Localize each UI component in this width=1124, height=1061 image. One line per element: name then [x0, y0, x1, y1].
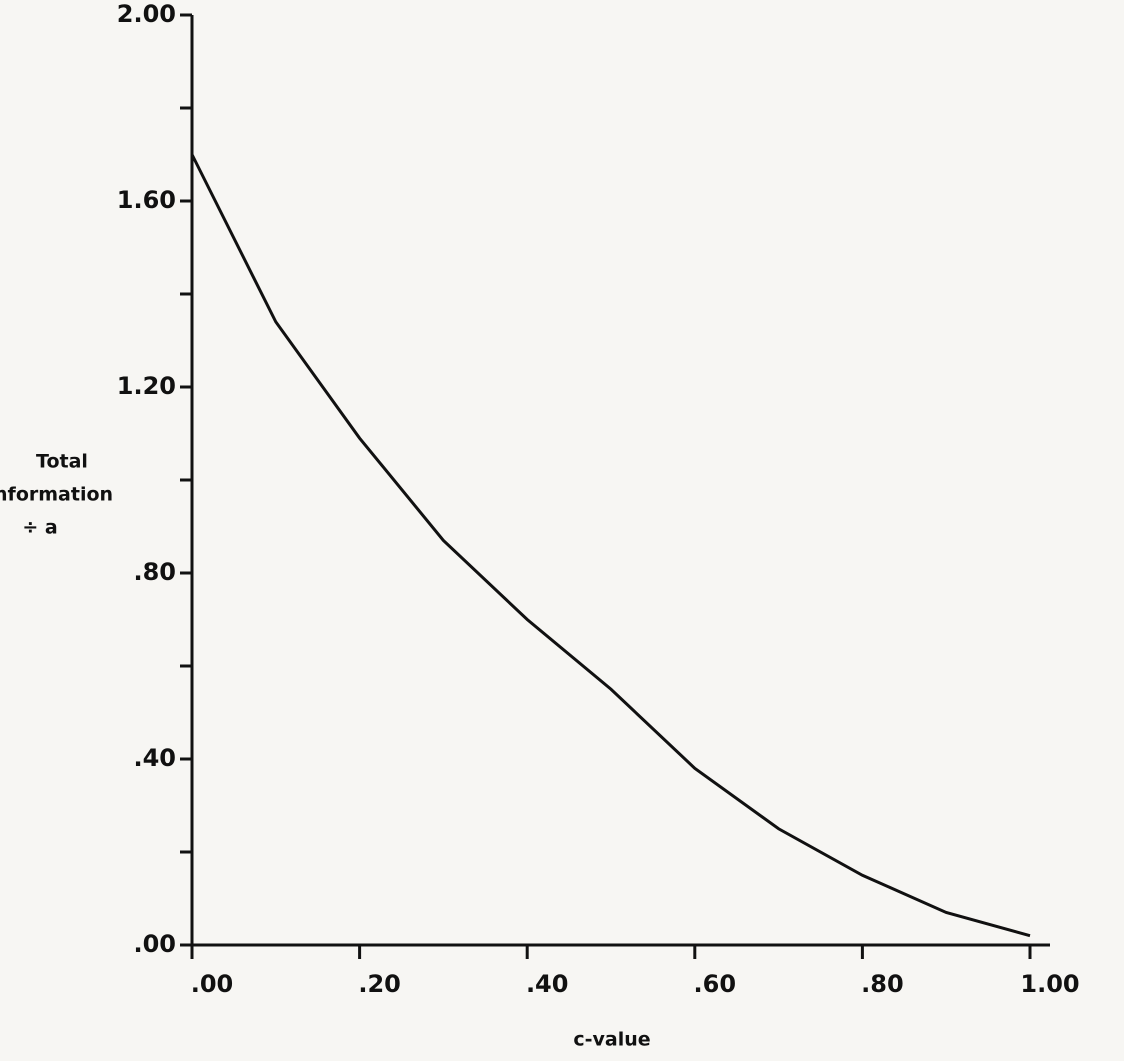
x-axis-label: c-value: [573, 1029, 650, 1051]
y-tick-label: .00: [133, 930, 176, 958]
y-tick-label: 2.00: [117, 0, 176, 28]
x-tick-label: .80: [861, 970, 904, 998]
x-tick-label: .40: [526, 970, 569, 998]
y-tick-label: .80: [133, 558, 176, 586]
y-axis-label: ÷ a: [22, 517, 57, 539]
x-tick-label: 1.00: [1020, 970, 1079, 998]
x-tick-label: .20: [358, 970, 401, 998]
y-tick-label: 1.60: [117, 186, 176, 214]
y-axis-label: Information: [0, 484, 113, 506]
data-line: [190, 153, 1031, 938]
y-axis-label: Total: [36, 451, 88, 473]
y-tick-label: .40: [133, 744, 176, 772]
x-tick-label: .00: [191, 970, 234, 998]
x-tick-label: .60: [694, 970, 737, 998]
y-tick-label: 1.20: [117, 372, 176, 400]
